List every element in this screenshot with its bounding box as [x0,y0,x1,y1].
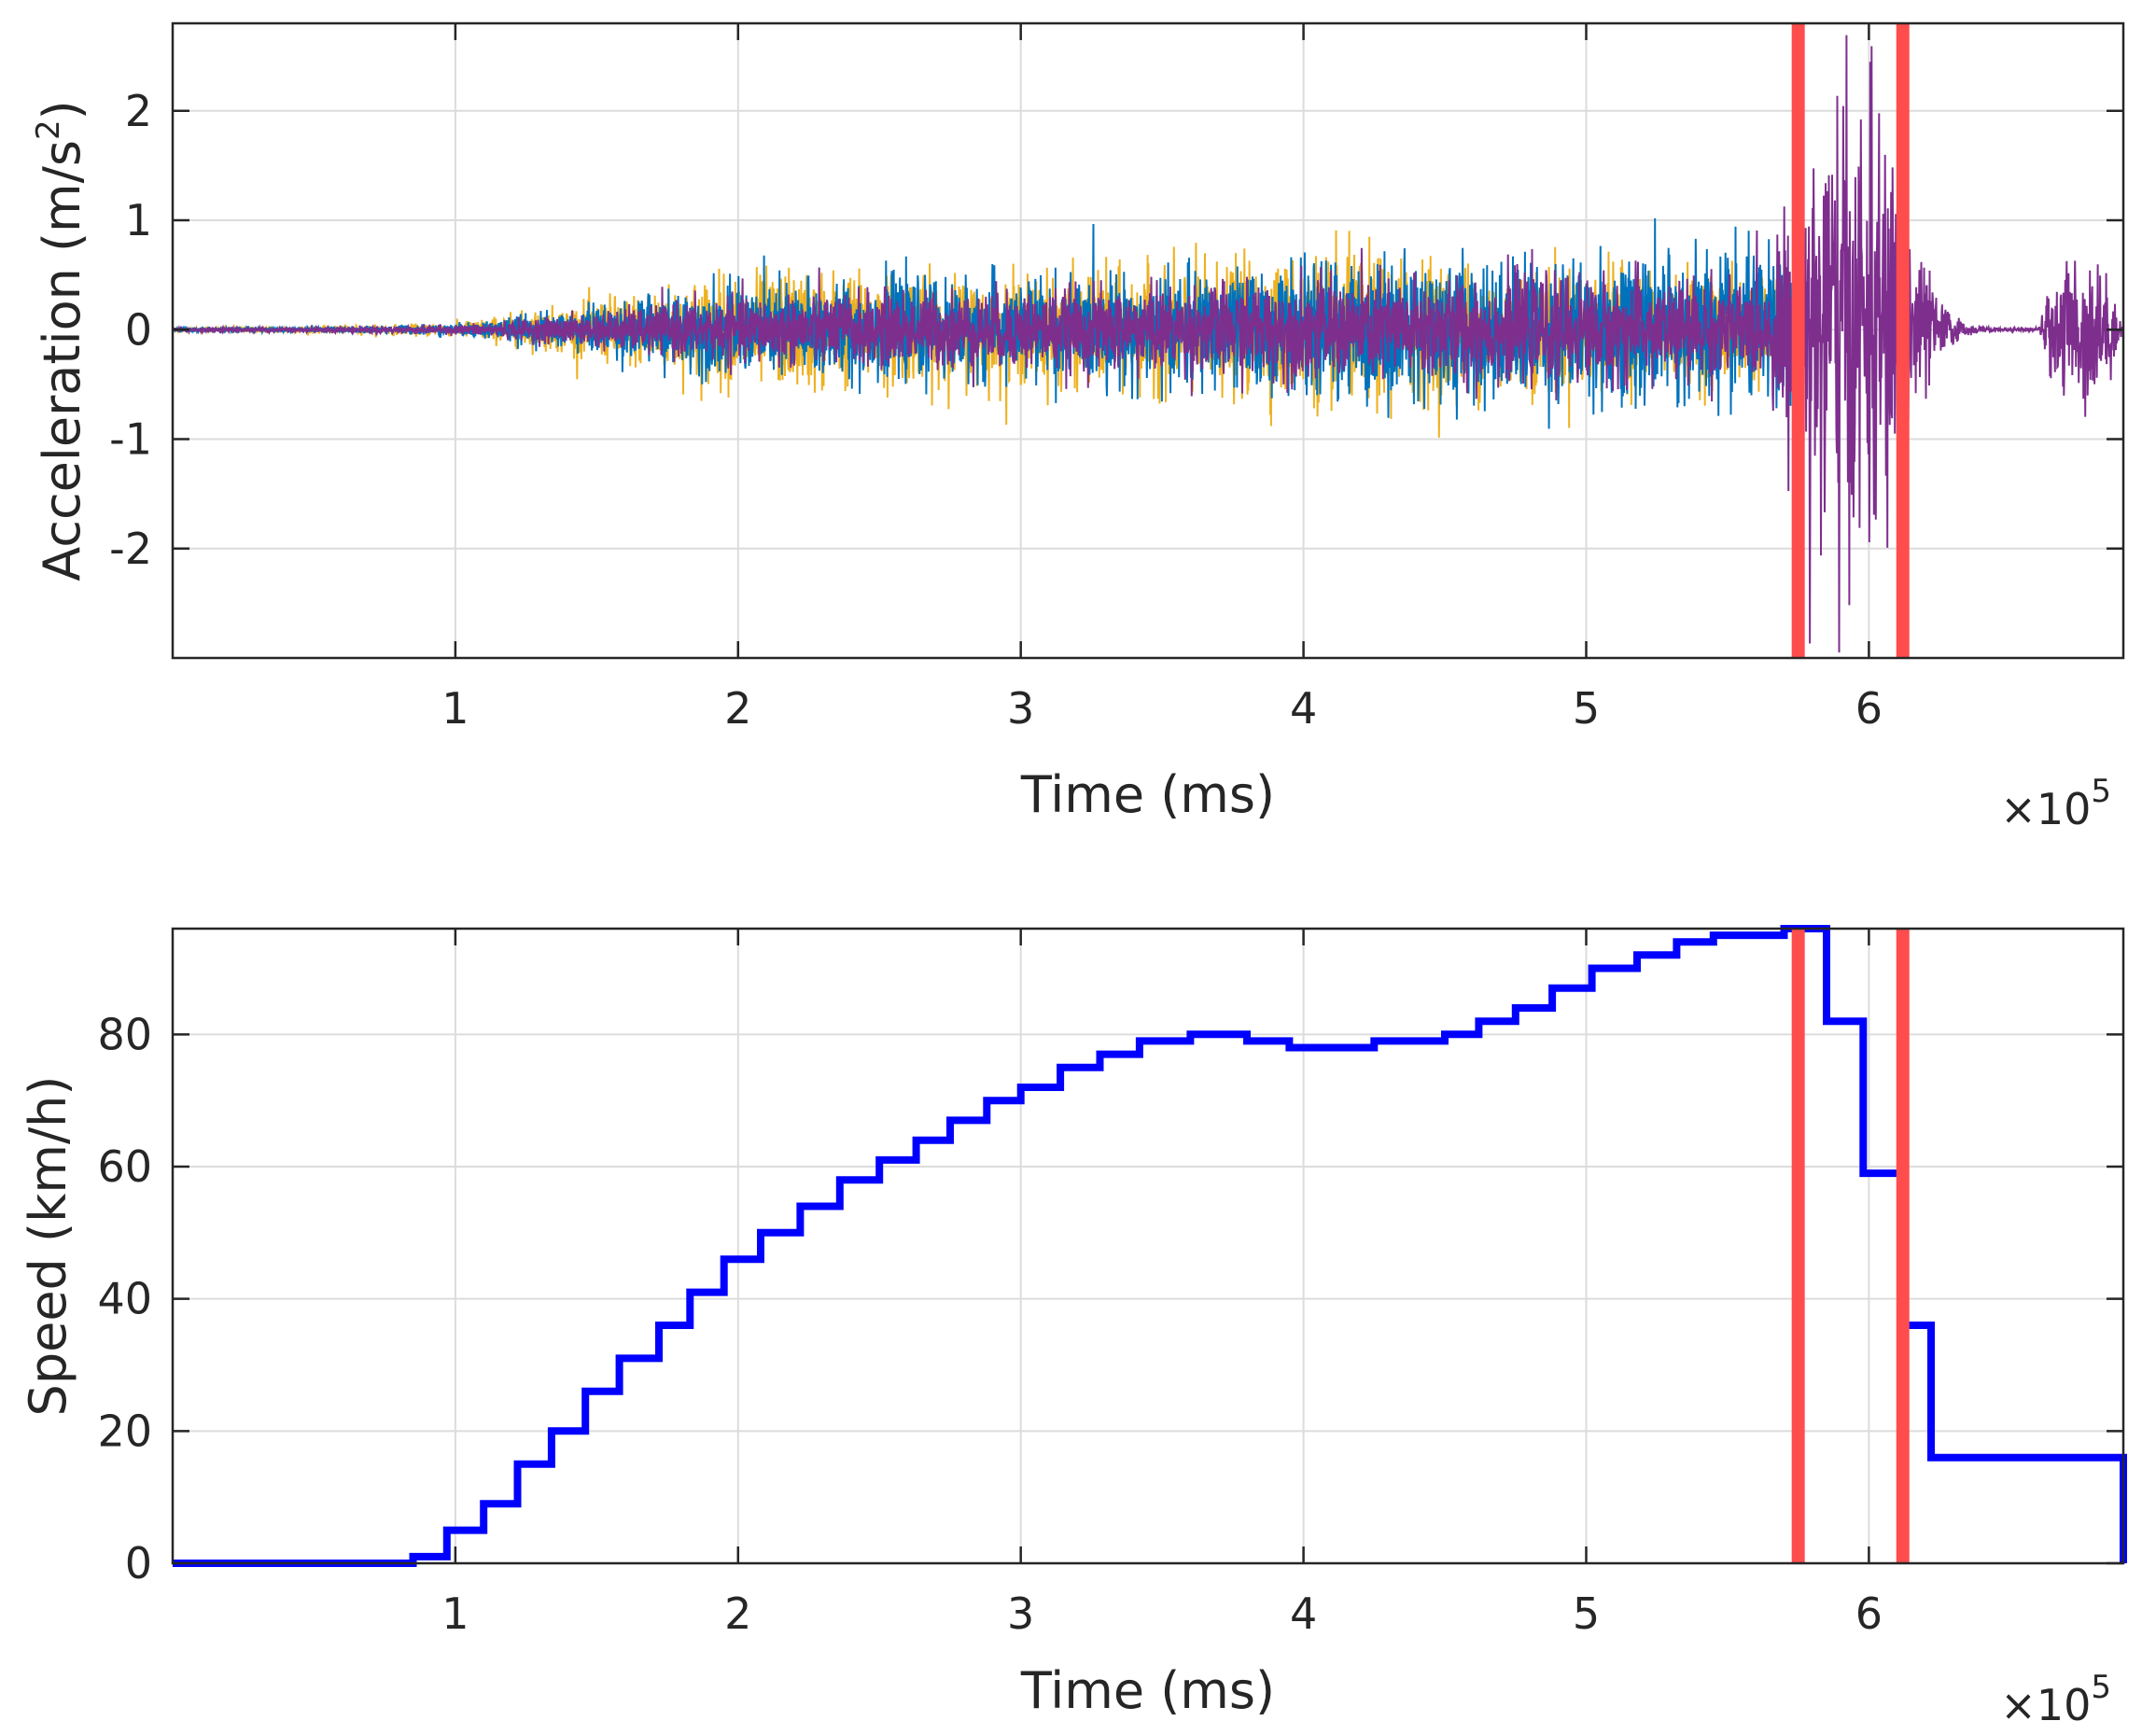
speed-y-tick-label: 40 [97,1274,152,1324]
speed-event-markers [1791,929,1910,1563]
acceleration-y-tick-label: 0 [125,304,152,355]
acceleration-x-multiplier-exp: 5 [2091,773,2111,810]
speed-x-tick-label: 3 [1007,1588,1034,1639]
acceleration-y-tick-label: -2 [109,524,152,574]
acceleration-x-axis-title: Time (ms) [1020,765,1275,824]
speed-series-group [173,925,2127,1567]
acceleration-x-ticks: 1 2 3 4 5 6 [441,23,1883,734]
speed-x-multiplier-base: ×10 [2000,1680,2091,1730]
speed-axes-box [171,927,2125,1565]
acceleration-event-markers [1791,23,1910,658]
speed-x-multiplier-exp: 5 [2091,1669,2111,1706]
acceleration-y-axis-title-close: ) [33,100,91,119]
acceleration-x-multiplier: ×105 [2000,773,2111,834]
acceleration-x-tick-label: 1 [441,683,469,734]
speed-x-tick-label: 5 [1573,1588,1600,1639]
acceleration-axes-box [171,21,2125,660]
speed-x-tick-label: 6 [1855,1588,1883,1639]
speed-y-axis-title: Speed (km/h) [19,1076,77,1417]
speed-y-tick-label: 0 [125,1538,152,1588]
speed-x-tick-label: 2 [724,1588,751,1639]
acceleration-y-axis-title: Acceleration (m/s2) [30,100,91,581]
speed-x-tick-label: 1 [441,1588,469,1639]
speed-x-tick-label: 4 [1290,1588,1317,1639]
speed-y-tick-label: 60 [97,1141,152,1192]
speed-x-axis-title: Time (ms) [1020,1661,1275,1720]
acceleration-y-axis-title-main: Acceleration (m/s [33,140,91,581]
speed-series-line [173,925,2127,1567]
acceleration-y-ticks: -2 -1 0 1 2 [109,86,2123,574]
acceleration-y-axis-title-sup: 2 [30,119,67,140]
acceleration-x-tick-label: 3 [1007,683,1034,734]
speed-x-ticks: 1 2 3 4 5 6 [441,929,1883,1639]
acceleration-y-tick-label: 2 [125,86,152,136]
acceleration-series-accel-x [173,217,1799,429]
acceleration-x-tick-label: 5 [1573,683,1600,734]
speed-y-ticks: 0 20 40 60 80 [97,1009,2123,1588]
speed-y-tick-label: 20 [97,1406,152,1456]
acceleration-x-tick-label: 6 [1855,683,1883,734]
acceleration-y-tick-label: -1 [109,414,152,465]
acceleration-x-multiplier-base: ×10 [2000,784,2091,834]
acceleration-x-tick-label: 2 [724,683,751,734]
speed-y-tick-label: 80 [97,1009,152,1059]
speed-x-multiplier: ×105 [2000,1669,2111,1730]
acceleration-x-tick-label: 4 [1290,683,1317,734]
acceleration-y-tick-label: 1 [125,195,152,245]
